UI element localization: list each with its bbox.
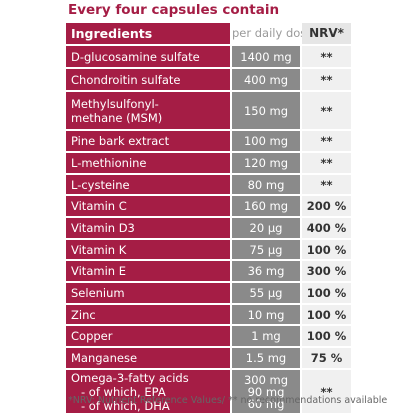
ingredient-nrv: 75 % — [302, 348, 351, 368]
ingredient-dose: 80 mg — [232, 175, 300, 194]
ingredient-name: Chondroitin sulfate — [66, 69, 230, 90]
ingredient-name: Vitamin C — [66, 196, 230, 216]
table-row: Zinc 10 mg 100 % — [66, 305, 351, 324]
table-row: Chondroitin sulfate 400 mg ** — [66, 69, 351, 90]
ingredient-name: Vitamin D3 — [66, 218, 230, 238]
table-row: Manganese 1.5 mg 75 % — [66, 348, 351, 368]
ingredient-nrv: 200 % — [302, 196, 351, 216]
ingredient-nrv: ** — [302, 69, 351, 90]
ingredient-name: Vitamin E — [66, 261, 230, 281]
ingredient-name: Pine bark extract — [66, 131, 230, 151]
ingredient-dose: 400 mg — [232, 69, 300, 90]
ingredient-name: Copper — [66, 326, 230, 346]
ingredient-name: Selenium — [66, 283, 230, 303]
ingredient-nrv: ** — [302, 92, 351, 129]
ingredient-dose-line: 60 mg — [247, 396, 285, 411]
ingredient-dose: 300 mg 90 mg 60 mg — [232, 370, 300, 413]
ingredient-nrv: ** — [302, 131, 351, 151]
ingredient-nrv: 100 % — [302, 326, 351, 346]
ingredient-dose: 1 mg — [232, 326, 300, 346]
ingredient-dose: 10 mg — [232, 305, 300, 324]
ingredient-dose: 20 µg — [232, 218, 300, 238]
ingredient-dose-line: 300 mg — [243, 372, 289, 387]
table-row: D-glucosamine sulfate 1400 mg ** — [66, 46, 351, 67]
header-nrv: NRV* — [302, 23, 351, 44]
ingredient-nrv: ** — [302, 46, 351, 67]
ingredient-name: Omega-3-fatty acids - of which, EPA - of… — [66, 370, 230, 413]
ingredient-name: L-cysteine — [66, 175, 230, 194]
ingredient-name-line: methane (MSM) — [71, 110, 163, 125]
ingredient-name-line: - of which, DHA — [81, 398, 170, 413]
ingredient-name-line: - of which, EPA — [81, 384, 166, 399]
ingredient-nrv: 100 % — [302, 240, 351, 259]
ingredient-dose: 36 mg — [232, 261, 300, 281]
table-row: Copper 1 mg 100 % — [66, 326, 351, 346]
ingredient-nrv: ** — [302, 370, 351, 413]
header-daily-dose: per daily dose — [232, 26, 314, 40]
table-row: Methylsulfonyl- methane (MSM) 150 mg ** — [66, 92, 351, 129]
ingredient-dose: 160 mg — [232, 196, 300, 216]
table-row: Pine bark extract 100 mg ** — [66, 131, 351, 151]
table-row: Selenium 55 µg 100 % — [66, 283, 351, 303]
ingredient-dose: 150 mg — [232, 92, 300, 129]
ingredient-name-line: Omega-3-fatty acids — [71, 370, 189, 385]
ingredient-name: D-glucosamine sulfate — [66, 46, 230, 67]
ingredient-name: Manganese — [66, 348, 230, 368]
table-row: Omega-3-fatty acids - of which, EPA - of… — [66, 370, 351, 413]
table-header: Ingredients per daily dose NRV* — [66, 23, 351, 44]
ingredient-name-line: Methylsulfonyl- — [71, 96, 159, 111]
ingredient-dose: 120 mg — [232, 153, 300, 173]
ingredient-nrv: 300 % — [302, 261, 351, 281]
table-row: Vitamin K 75 µg 100 % — [66, 240, 351, 259]
nutrition-table: Ingredients per daily dose NRV* D-glucos… — [66, 23, 351, 413]
table-row: Vitamin D3 20 µg 400 % — [66, 218, 351, 238]
ingredient-name: Zinc — [66, 305, 230, 324]
ingredient-dose: 1400 mg — [232, 46, 300, 67]
ingredient-name: Vitamin K — [66, 240, 230, 259]
ingredient-dose: 55 µg — [232, 283, 300, 303]
ingredient-nrv: 400 % — [302, 218, 351, 238]
table-row: L-cysteine 80 mg ** — [66, 175, 351, 194]
ingredient-dose-line: 90 mg — [247, 384, 285, 399]
ingredient-nrv: 100 % — [302, 283, 351, 303]
table-row: L-methionine 120 mg ** — [66, 153, 351, 173]
ingredient-name: L-methionine — [66, 153, 230, 173]
table-row: Vitamin E 36 mg 300 % — [66, 261, 351, 281]
ingredient-name: Methylsulfonyl- methane (MSM) — [66, 92, 230, 129]
ingredient-nrv: ** — [302, 175, 351, 194]
table-title: Every four capsules contain — [68, 2, 280, 18]
ingredient-nrv: ** — [302, 153, 351, 173]
header-ingredients: Ingredients — [66, 23, 230, 44]
ingredient-dose: 100 mg — [232, 131, 300, 151]
table-row: Vitamin C 160 mg 200 % — [66, 196, 351, 216]
ingredient-nrv: 100 % — [302, 305, 351, 324]
ingredient-dose: 1.5 mg — [232, 348, 300, 368]
footnote: *NRV: Nutrient Reference Values/ ** no r… — [68, 395, 388, 406]
ingredient-dose: 75 µg — [232, 240, 300, 259]
